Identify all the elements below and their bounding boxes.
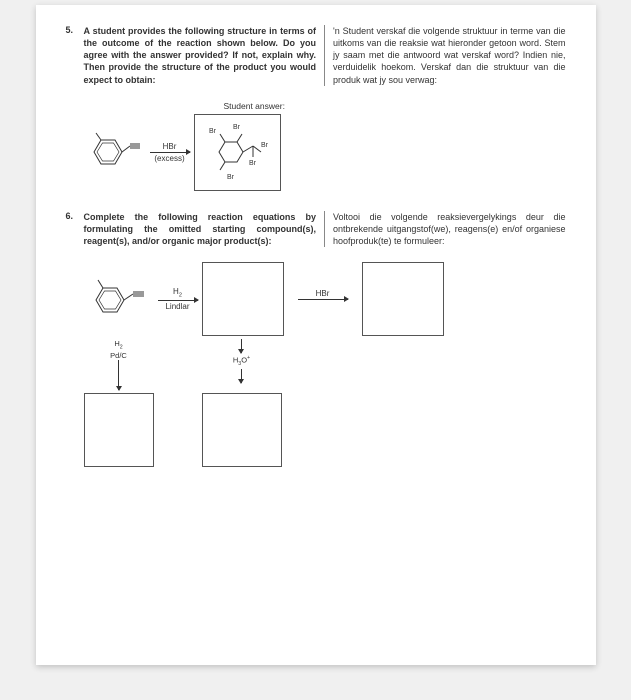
- worksheet-page: 5. A student provides the following stru…: [36, 5, 596, 665]
- svg-text:Br: Br: [249, 160, 257, 167]
- q6-afrikaans: Voltooi die volgende reaksievergelykings…: [324, 211, 566, 247]
- pdc-arrow: H2 Pd/C: [110, 339, 127, 390]
- q5-english: A student provides the following structu…: [84, 25, 325, 86]
- h3o-label: H3O+: [233, 355, 250, 367]
- q6-row1: H2 Lindlar HBr: [84, 262, 566, 336]
- q5-diagram: Student answer: HBr (exce: [84, 101, 566, 191]
- svg-text:Br: Br: [261, 142, 269, 149]
- starting-material-icon: [84, 128, 146, 176]
- student-answer-box: Br Br Br Br Br: [194, 114, 281, 191]
- question-5: 5. A student provides the following stru…: [66, 25, 566, 86]
- svg-text:Br: Br: [233, 124, 241, 131]
- q6-start-icon: [84, 272, 154, 327]
- q5-number: 5.: [66, 25, 84, 86]
- q6-diagram: H2 Lindlar HBr H2 Pd/C: [84, 262, 566, 467]
- q5-reaction: HBr (excess) Br Br Br Br: [84, 114, 566, 191]
- q6-body: Complete the following reaction equation…: [84, 211, 566, 247]
- q6-row3: [84, 393, 566, 467]
- h2-pdc-label: H2: [114, 339, 122, 351]
- lindlar-label: Lindlar: [165, 302, 189, 311]
- question-6: 6. Complete the following reaction equat…: [66, 211, 566, 247]
- pdc-label: Pd/C: [110, 351, 127, 360]
- q6-box-1: [202, 262, 284, 336]
- q6-box-4: [202, 393, 282, 467]
- student-answer-label: Student answer:: [224, 101, 566, 111]
- reagent-hbr: HBr: [163, 142, 177, 151]
- q6-row2: H2 Pd/C H3O+: [84, 339, 566, 390]
- svg-text:Br: Br: [227, 174, 235, 181]
- reagent-excess: (excess): [154, 154, 184, 163]
- q5-afrikaans: 'n Student verskaf die volgende struktuu…: [324, 25, 566, 86]
- h3o-arrow: H3O+: [233, 339, 250, 383]
- svg-text:Br: Br: [209, 128, 217, 135]
- q6-number: 6.: [66, 211, 84, 247]
- q6-box-3: [84, 393, 154, 467]
- h2-label: H2: [173, 287, 182, 299]
- q5-body: A student provides the following structu…: [84, 25, 566, 86]
- q6-box-2: [362, 262, 444, 336]
- q6-english: Complete the following reaction equation…: [84, 211, 325, 247]
- hbr-arrow: HBr: [298, 289, 348, 310]
- hbr-label: HBr: [316, 289, 330, 298]
- reaction-arrow: HBr (excess): [150, 142, 190, 163]
- lindlar-arrow: H2 Lindlar: [158, 287, 198, 311]
